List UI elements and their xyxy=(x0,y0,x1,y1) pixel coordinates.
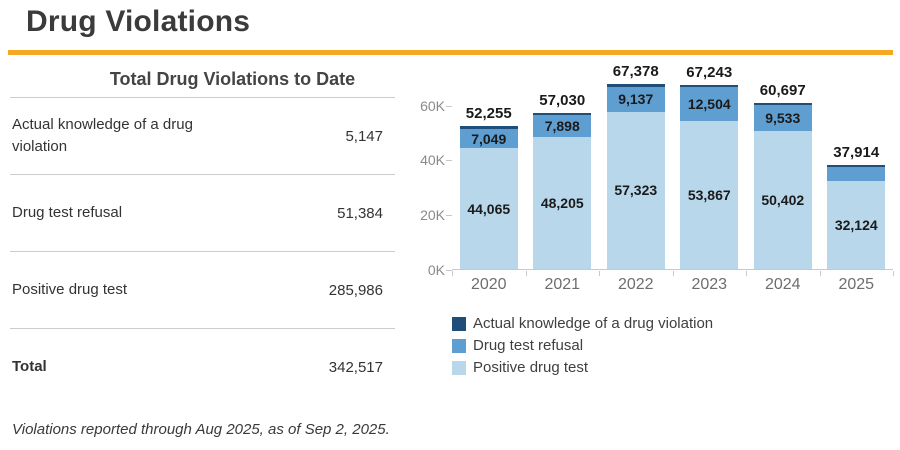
bar-segment[interactable]: 48,205 xyxy=(533,136,592,269)
chart-slot-2020: 52,255 7,049 44,065 xyxy=(452,70,526,269)
segment-value-label: 48,205 xyxy=(540,194,584,211)
bar-segment[interactable]: 7,049 xyxy=(459,128,518,149)
row-value: 51,384 xyxy=(337,204,383,222)
segment-value-label: 50,402 xyxy=(761,191,805,208)
bar-total-label: 52,255 xyxy=(465,104,512,122)
summary-table-title: Total Drug Violations to Date xyxy=(109,69,356,89)
x-tick-label: 2020 xyxy=(470,276,507,293)
y-tick-mark xyxy=(446,160,452,162)
x-tick-mark xyxy=(452,271,453,276)
bar-segment[interactable]: 12,504 xyxy=(680,87,739,122)
chart-legend: Actual knowledge of a drug violation Drug… xyxy=(452,315,713,381)
bar-segment[interactable]: 9,137 xyxy=(606,86,665,112)
segment-value-label: 9,533 xyxy=(765,109,801,126)
row-label: Actual knowledge of a drug violation xyxy=(12,116,193,155)
stacked-bar-2020[interactable]: 7,049 44,065 xyxy=(459,125,518,269)
x-tick-mark xyxy=(599,271,600,276)
bar-segment[interactable] xyxy=(753,102,812,105)
y-tick-label: 40K xyxy=(420,152,445,169)
segment-value-label: 12,504 xyxy=(687,96,731,113)
chart-slot-2023: 67,243 12,504 53,867 xyxy=(673,64,747,269)
bar-segment[interactable]: 7,898 xyxy=(533,115,592,137)
bar-segment[interactable] xyxy=(680,84,739,88)
table-row-positive: Positive drug test 285,986 xyxy=(10,251,395,328)
legend-swatch-icon xyxy=(452,339,466,353)
segment-value-label: 32,124 xyxy=(834,217,878,233)
x-tick-label: 2023 xyxy=(691,276,728,293)
y-tick-label: 60K xyxy=(420,97,445,114)
y-tick-mark xyxy=(446,105,452,107)
legend-label: Actual knowledge of a drug violation xyxy=(473,315,714,332)
segment-value-label: 7,898 xyxy=(544,118,580,135)
x-axis-labels: 2020 2021 2022 2023 2024 2025 xyxy=(452,276,893,294)
row-value: 342,517 xyxy=(328,358,383,376)
legend-swatch-icon xyxy=(452,317,466,331)
segment-value-label: 53,867 xyxy=(687,187,731,204)
bar-segment[interactable]: 9,533 xyxy=(753,104,812,131)
legend-item[interactable]: Drug test refusal xyxy=(452,337,713,355)
bar-segment[interactable]: 50,402 xyxy=(753,130,812,269)
page-title: Drug Violations xyxy=(26,5,251,38)
segment-value-label: 44,065 xyxy=(467,200,511,217)
segment-value-label: 9,137 xyxy=(618,91,654,108)
stacked-bar-2022[interactable]: 9,137 57,323 xyxy=(606,84,665,269)
x-tick-label: 2022 xyxy=(617,276,654,293)
x-tick-mark xyxy=(525,271,527,276)
row-label: Positive drug test xyxy=(12,281,128,299)
report-date-footnote: Violations reported through Aug 2025, as… xyxy=(12,421,390,438)
table-row-actual-knowledge: Actual knowledge of a drug violation 5,1… xyxy=(10,97,395,174)
x-tick-mark xyxy=(672,271,674,276)
bar-total-label: 57,030 xyxy=(539,91,586,109)
row-label: Drug test refusal xyxy=(12,204,123,222)
plot-area: 52,255 7,049 44,065 57,030 7,898 48,205 67,378… xyxy=(452,63,894,270)
chart-slot-2022: 67,378 9,137 57,323 xyxy=(599,63,673,269)
chart-slot-2021: 57,030 7,898 48,205 xyxy=(526,70,600,269)
y-tick-mark xyxy=(446,215,452,217)
bar-segment[interactable] xyxy=(459,125,518,129)
stacked-bar-2023[interactable]: 12,504 53,867 xyxy=(680,84,739,269)
row-value: 285,986 xyxy=(328,281,383,299)
bar-segment[interactable]: 32,124 xyxy=(827,181,886,269)
bar-segment[interactable] xyxy=(827,165,886,167)
bar-total-label: 67,378 xyxy=(612,63,659,81)
legend-swatch-icon xyxy=(452,361,466,375)
x-tick-mark xyxy=(746,271,747,276)
bar-total-label: 67,243 xyxy=(686,63,733,81)
accent-divider xyxy=(8,50,893,55)
legend-item[interactable]: Actual knowledge of a drug violation xyxy=(452,315,713,333)
legend-label: Positive drug test xyxy=(473,359,589,376)
table-row-total: Total 342,517 xyxy=(10,328,395,405)
bar-total-label: 37,914 xyxy=(833,144,880,162)
x-tick-label: 2021 xyxy=(544,276,581,293)
x-tick-label: 2024 xyxy=(764,276,801,293)
stacked-bar-2024[interactable]: 9,533 50,402 xyxy=(753,102,812,269)
row-label: Total xyxy=(12,358,47,376)
violations-bar-chart: 0K 20K 40K 60K 52,255 7,049 44,065 57,030 7,898… xyxy=(405,62,897,447)
y-tick-mark xyxy=(446,270,452,271)
y-tick-label: 20K xyxy=(420,207,445,224)
y-tick-label: 0K xyxy=(427,262,445,278)
bar-total-label: 60,697 xyxy=(759,81,806,99)
bar-segment[interactable] xyxy=(827,166,886,181)
segment-value-label: 7,049 xyxy=(471,130,507,147)
summary-table: Total Drug Violations to Date Actual kno… xyxy=(10,61,395,438)
bar-segment[interactable]: 53,867 xyxy=(680,121,739,269)
bar-segment[interactable]: 44,065 xyxy=(459,148,518,269)
table-row-refusal: Drug test refusal 51,384 xyxy=(10,174,395,251)
row-value: 5,147 xyxy=(345,127,383,145)
segment-value-label: 57,323 xyxy=(614,182,658,199)
y-axis: 0K 20K 40K 60K xyxy=(405,70,445,278)
bar-segment[interactable] xyxy=(533,112,592,116)
legend-label: Drug test refusal xyxy=(473,337,584,354)
stacked-bar-2025[interactable]: 32,124 xyxy=(827,165,886,269)
legend-item[interactable]: Positive drug test xyxy=(452,359,713,377)
x-tick-mark xyxy=(819,271,821,276)
chart-slot-2025: 37,914 32,124 xyxy=(820,70,894,269)
x-tick-mark xyxy=(893,271,894,276)
bar-segment[interactable]: 57,323 xyxy=(606,111,665,269)
bar-segment[interactable] xyxy=(606,84,665,87)
chart-slot-2024: 60,697 9,533 50,402 xyxy=(746,70,820,269)
stacked-bar-2021[interactable]: 7,898 48,205 xyxy=(533,112,592,269)
x-tick-label: 2025 xyxy=(838,276,875,293)
